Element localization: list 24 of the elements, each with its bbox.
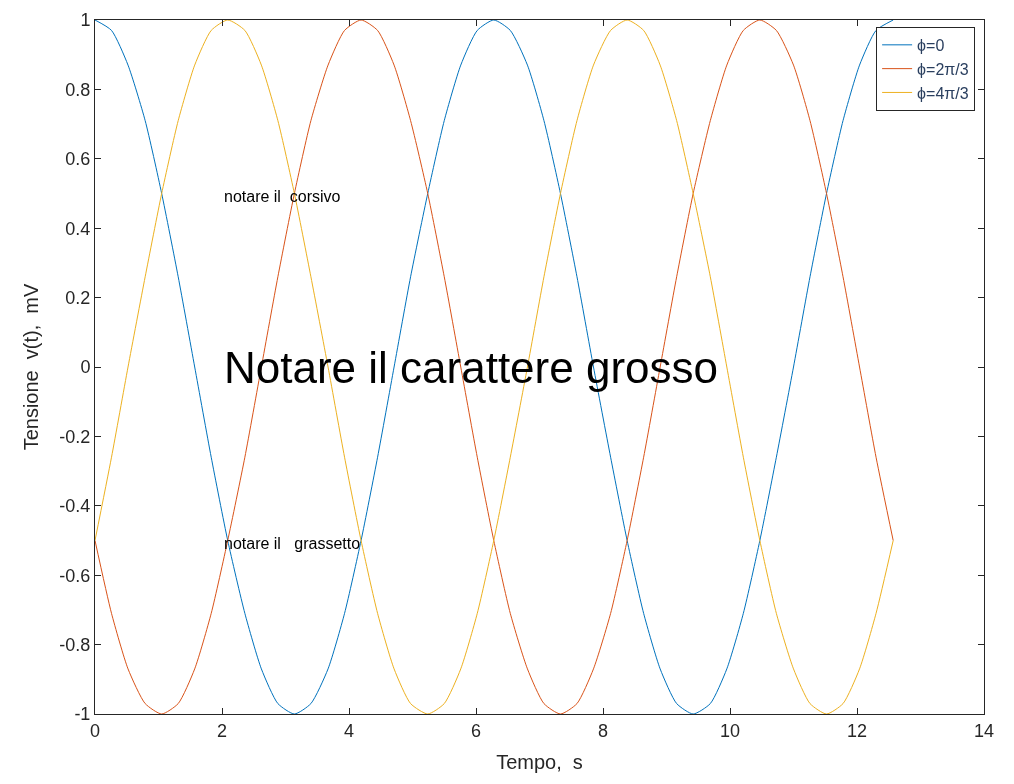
x-tick-label: 2 xyxy=(216,720,228,741)
y-tick-label: 1 xyxy=(80,10,91,31)
line-series xyxy=(95,20,894,714)
y-tick-label: -1 xyxy=(74,704,91,725)
y-tick-label: -0.4 xyxy=(59,496,91,517)
x-tick-label: 10 xyxy=(719,720,741,741)
x-tick-label: 4 xyxy=(343,720,355,741)
y-tick-label: -0.2 xyxy=(59,426,91,447)
y-tick-label: 0.6 xyxy=(65,149,91,170)
x-tick-label: 8 xyxy=(597,720,609,741)
x-tick-label: 12 xyxy=(846,720,868,741)
legend-label: ϕ=0 xyxy=(917,37,945,55)
x-tick-label: 14 xyxy=(973,720,995,741)
y-tick-label: 0 xyxy=(80,357,91,378)
y-tick-label: 0.2 xyxy=(65,287,91,308)
legend-label: ϕ=4π/3 xyxy=(917,84,969,102)
y-tick-label: -0.6 xyxy=(59,565,91,586)
x-tick-label: 6 xyxy=(470,720,482,741)
x-axis-title: Tempo, s xyxy=(496,751,583,774)
legend-label: ϕ=2π/3 xyxy=(917,60,969,78)
y-tick-label: 0.8 xyxy=(65,79,91,100)
y-axis-title: Tensione v(t), mV xyxy=(19,282,42,451)
y-tick-label: -0.8 xyxy=(59,634,91,655)
y-tick-label: 0.4 xyxy=(65,218,91,239)
